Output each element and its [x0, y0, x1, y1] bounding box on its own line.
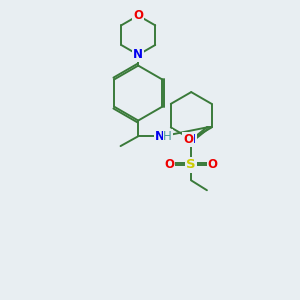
Text: N: N [155, 130, 165, 143]
Text: O: O [183, 133, 193, 146]
Text: N: N [186, 133, 196, 146]
Text: N: N [133, 48, 143, 61]
Text: S: S [186, 158, 196, 171]
Text: O: O [208, 158, 218, 171]
Text: O: O [165, 158, 175, 171]
Text: H: H [163, 130, 172, 143]
Text: O: O [133, 9, 143, 22]
